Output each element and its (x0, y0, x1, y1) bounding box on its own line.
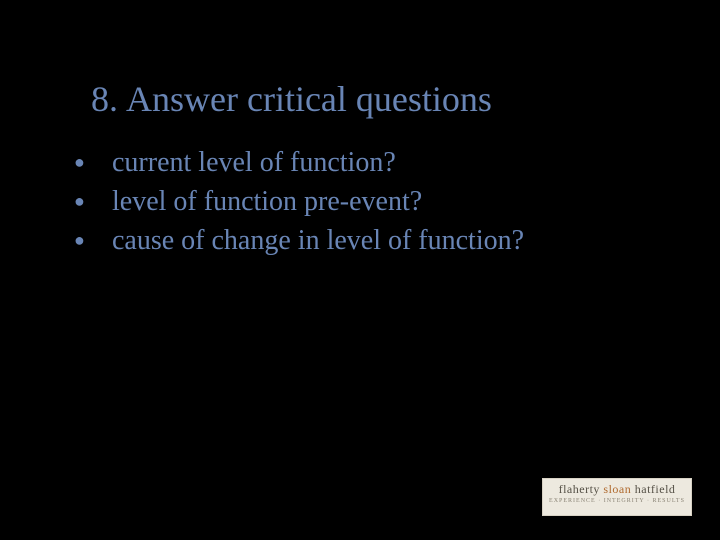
bullet-list: ● current level of function? ● level of … (74, 145, 660, 262)
logo-word-3: hatfield (635, 482, 676, 496)
bullet-text: current level of function? (112, 145, 660, 180)
slide-title-number: 8. (62, 78, 126, 120)
logo-word-1: flaherty (559, 482, 600, 496)
slide-title-row: 8. Answer critical questions (62, 78, 680, 120)
list-item: ● level of function pre-event? (74, 184, 660, 219)
logo-tagline: EXPERIENCE · INTEGRITY · RESULTS (543, 498, 691, 505)
logo-word-2: sloan (603, 482, 631, 496)
list-item: ● current level of function? (74, 145, 660, 180)
slide-title-text: Answer critical questions (126, 78, 680, 120)
bullet-icon: ● (74, 145, 112, 179)
bullet-icon: ● (74, 184, 112, 218)
bullet-text: cause of change in level of function? (112, 223, 660, 258)
footer-logo: flaherty sloan hatfield EXPERIENCE · INT… (542, 478, 692, 516)
bullet-text: level of function pre-event? (112, 184, 660, 219)
list-item: ● cause of change in level of function? (74, 223, 660, 258)
logo-main-line: flaherty sloan hatfield (543, 483, 691, 496)
bullet-icon: ● (74, 223, 112, 257)
slide: 8. Answer critical questions ● current l… (0, 0, 720, 540)
